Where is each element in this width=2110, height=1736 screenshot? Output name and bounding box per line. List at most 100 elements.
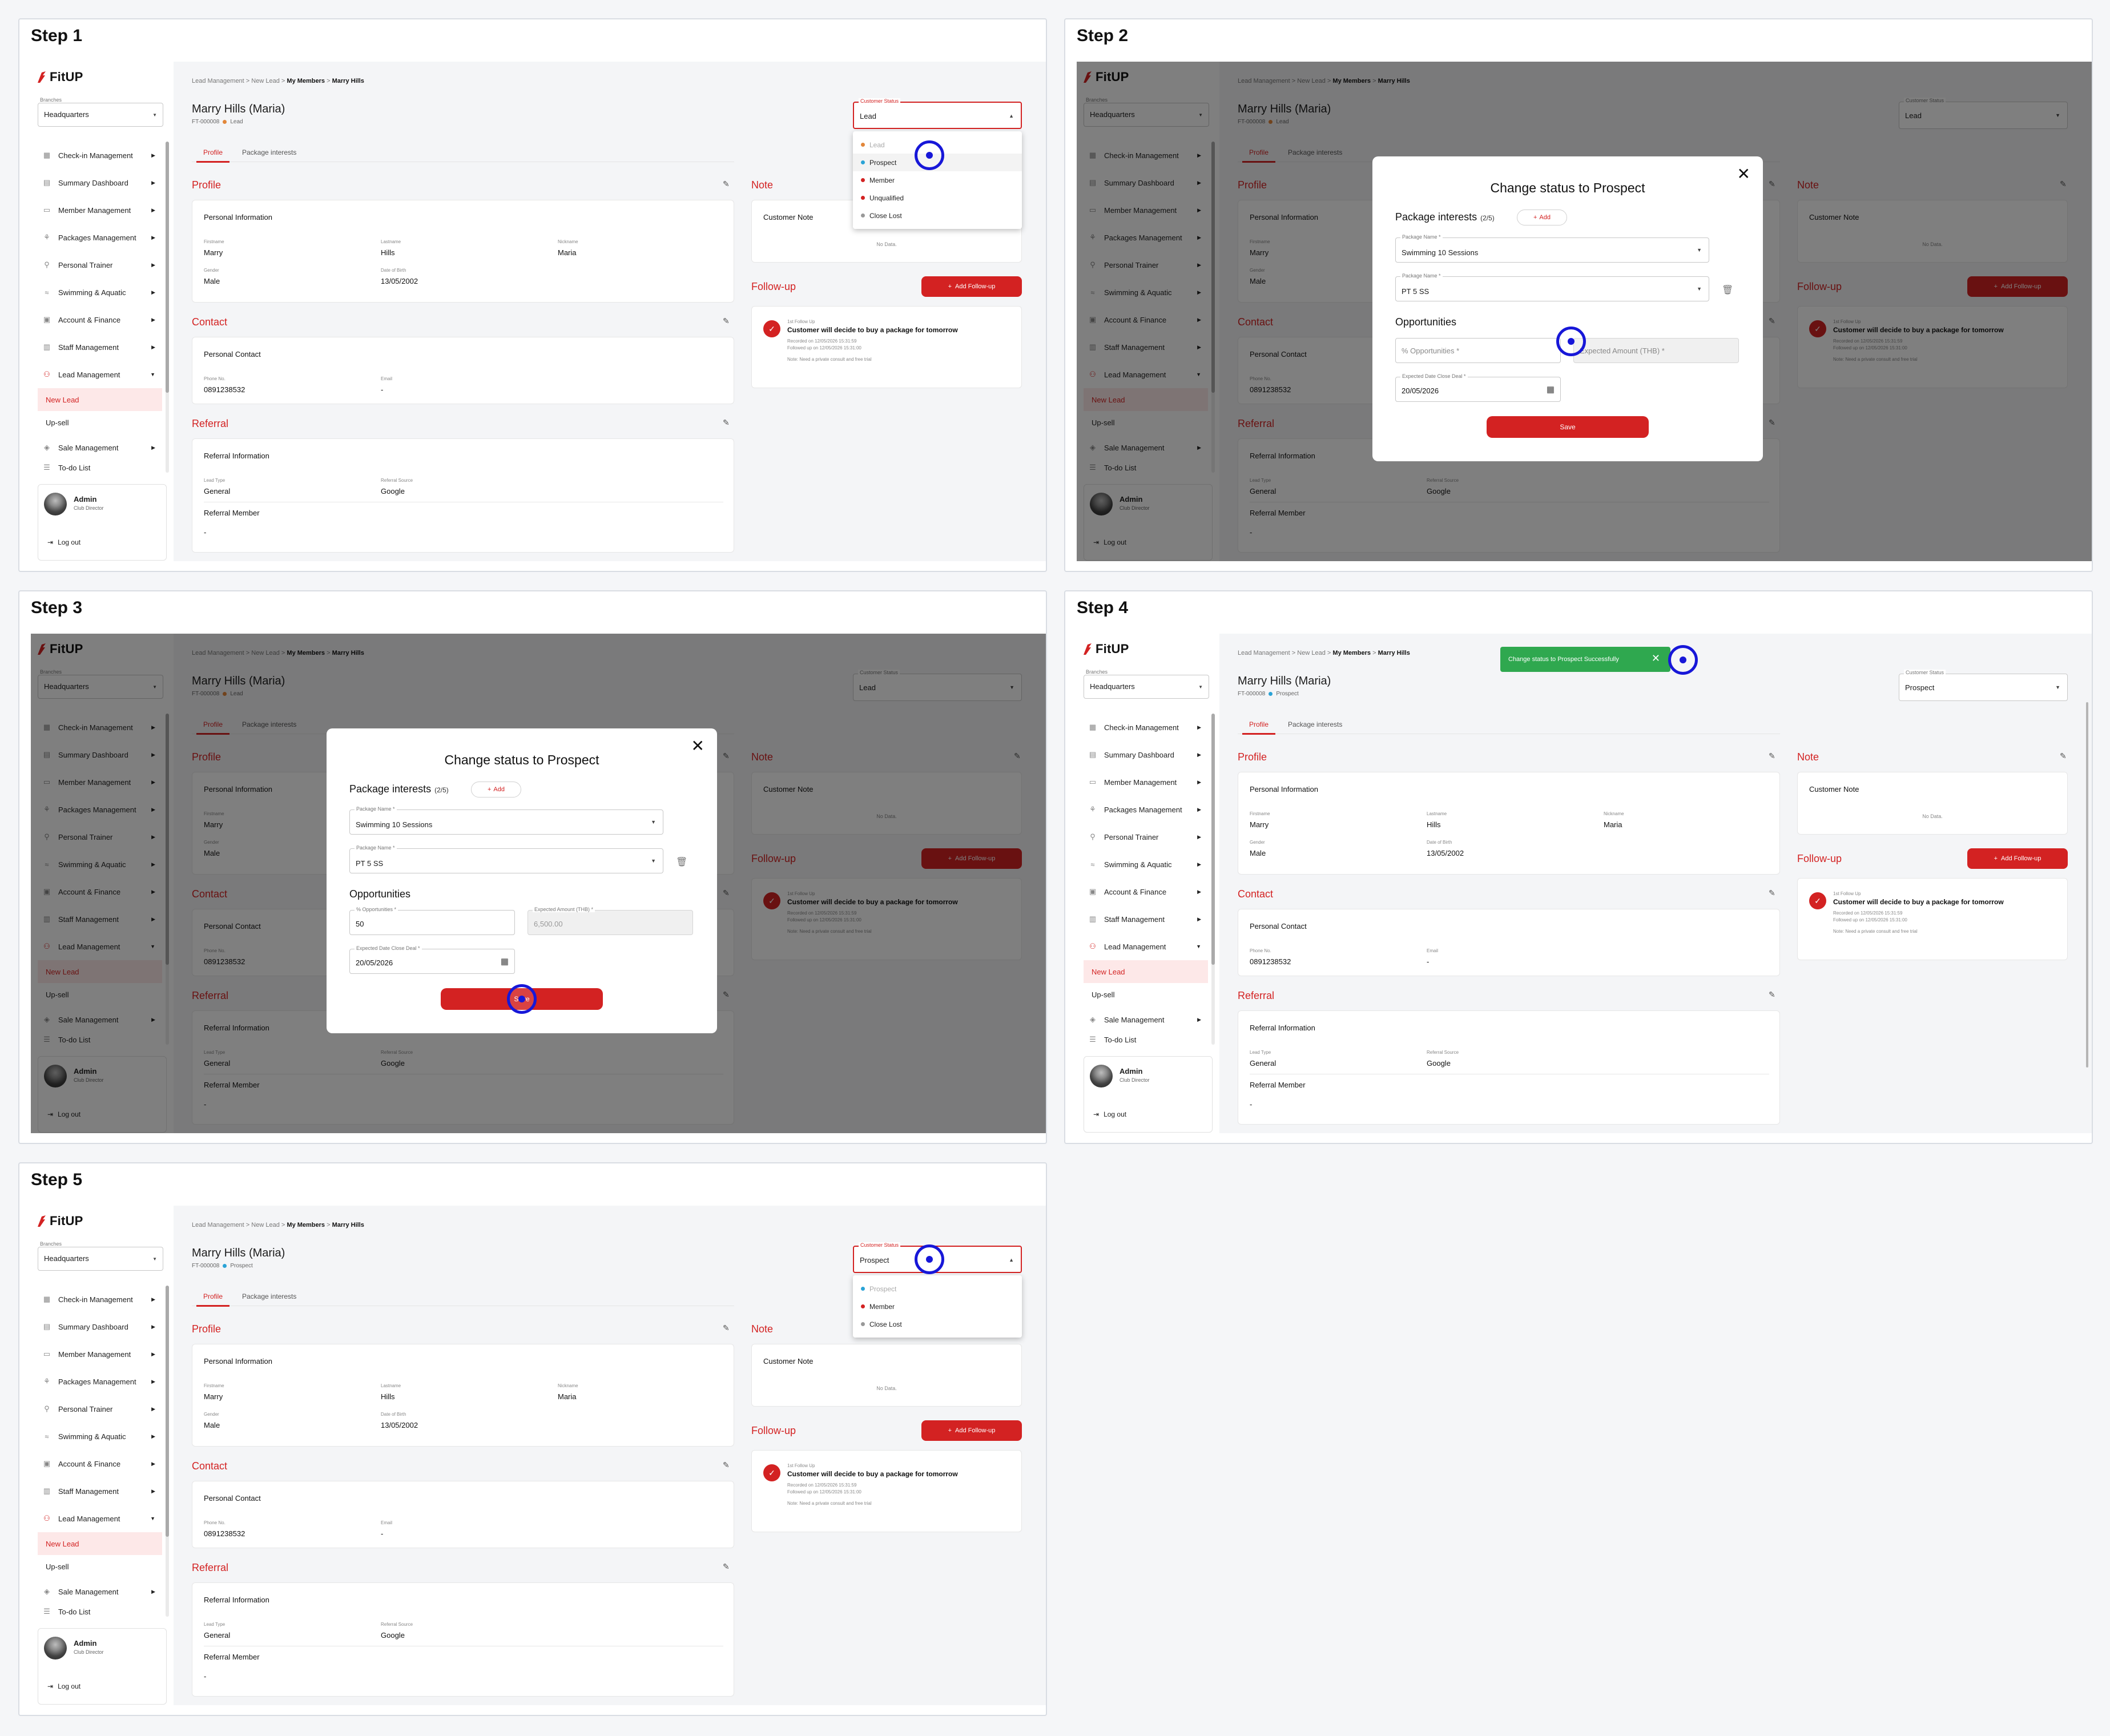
sidebar-item-trainer[interactable]: ⚲ Personal Trainer ▶ [1084,823,1208,851]
close-icon[interactable]: ✕ [1651,652,1660,664]
edit-pencil-icon[interactable]: ✎ [1769,990,1775,999]
branch-select[interactable]: Headquarters ▼ [1084,675,1209,699]
edit-pencil-icon[interactable]: ✎ [723,1460,730,1469]
status-option[interactable]: Unqualified [853,189,1022,207]
sidebar-item-lead[interactable]: ⚇ Lead Management ▼ [38,361,162,388]
sidebar-item-finance[interactable]: ▣ Account & Finance ▶ [1084,878,1208,905]
branch-select[interactable]: Headquarters ▼ [38,103,163,127]
edit-pencil-icon[interactable]: ✎ [723,316,730,325]
sidebar-item-new-lead[interactable]: New Lead [1084,960,1208,983]
close-icon[interactable]: ✕ [1737,165,1750,183]
package-select-2[interactable]: Package Name * PT 5 SS ▼ [349,845,663,873]
sidebar-item-members[interactable]: ▭ Member Management ▶ [38,196,162,224]
add-followup-button[interactable]: +Add Follow-up [921,1420,1022,1441]
sidebar-item-sale[interactable]: ◈ Sale Management ▶ [38,434,162,461]
sidebar-item-swimming[interactable]: ≈ Swimming & Aquatic ▶ [38,1423,162,1450]
edit-pencil-icon[interactable]: ✎ [2060,751,2067,760]
tab-package-interests[interactable]: Package interests [242,148,297,156]
save-button[interactable]: Save [1487,416,1649,438]
edit-pencil-icon[interactable]: ✎ [1769,888,1775,897]
sidebar-item-todo[interactable]: ☰ To-do List [38,1605,162,1618]
expected-amount-input[interactable]: Expected Amount (THB) * [1573,338,1739,363]
expected-close-date-input[interactable]: Expected Date Close Deal * 20/05/2026 ▦ [1395,373,1561,402]
sidebar-item-lead[interactable]: ⚇ Lead Management ▼ [1084,933,1208,960]
sidebar-item-packages[interactable]: ⚘ Packages Management ▶ [38,224,162,251]
scrollbar-thumb[interactable] [166,142,169,393]
close-icon[interactable]: ✕ [691,737,704,755]
sidebar-item-sale[interactable]: ◈ Sale Management ▶ [1084,1006,1208,1033]
sidebar-scrollbar[interactable] [166,142,169,473]
sidebar-item-todo[interactable]: ☰ To-do List [1084,1033,1208,1046]
breadcrumb-item[interactable]: New Lead [1297,650,1326,656]
edit-pencil-icon[interactable]: ✎ [723,418,730,427]
sidebar-item-checkin[interactable]: ▦ Check-in Management ▶ [38,142,162,169]
tab-package-interests[interactable]: Package interests [242,1292,297,1300]
sidebar-item-dashboard[interactable]: ▤ Summary Dashboard ▶ [38,1313,162,1340]
add-followup-button[interactable]: +Add Follow-up [1967,848,2068,869]
add-package-button[interactable]: + Add [471,782,521,797]
expected-amount-input[interactable]: Expected Amount (THB) * 6,500.00 [528,907,693,935]
sidebar-item-upsell[interactable]: Up-sell [1084,983,1208,1006]
sidebar-scrollbar[interactable] [166,1286,169,1617]
status-option[interactable]: Member [853,171,1022,189]
breadcrumb-item[interactable]: Lead Management [1238,650,1290,656]
sidebar-item-dashboard[interactable]: ▤ Summary Dashboard ▶ [38,169,162,196]
expected-close-date-input[interactable]: Expected Date Close Deal * 20/05/2026 ▦ [349,945,515,974]
customer-status-select[interactable]: Customer Status Lead ▲ [853,98,1022,129]
branch-select[interactable]: Headquarters ▼ [38,1247,163,1271]
sidebar-item-upsell[interactable]: Up-sell [38,1555,162,1578]
sidebar-item-trainer[interactable]: ⚲ Personal Trainer ▶ [38,1395,162,1423]
status-option[interactable]: Close Lost [853,1315,1022,1333]
sidebar-item-upsell[interactable]: Up-sell [38,411,162,434]
sidebar-item-new-lead[interactable]: New Lead [38,1532,162,1555]
status-option[interactable]: Prospect [853,1280,1022,1298]
tab-profile[interactable]: Profile [196,148,230,163]
sidebar-item-finance[interactable]: ▣ Account & Finance ▶ [38,306,162,333]
breadcrumb-item[interactable]: New Lead [251,78,280,84]
sidebar-item-staff[interactable]: ▥ Staff Management ▶ [38,333,162,361]
sidebar-item-checkin[interactable]: ▦ Check-in Management ▶ [1084,714,1208,741]
calendar-icon[interactable]: ▦ [1546,385,1555,394]
sidebar-scrollbar[interactable] [1211,714,1215,1045]
sidebar-item-trainer[interactable]: ⚲ Personal Trainer ▶ [38,251,162,279]
breadcrumb-item[interactable]: My Members [287,78,325,84]
breadcrumb-item[interactable]: My Members [287,1222,325,1229]
calendar-icon[interactable]: ▦ [500,957,509,966]
sidebar-item-lead[interactable]: ⚇ Lead Management ▼ [38,1505,162,1532]
sidebar-item-members[interactable]: ▭ Member Management ▶ [38,1340,162,1368]
sidebar-item-new-lead[interactable]: New Lead [38,388,162,411]
status-option[interactable]: Close Lost [853,207,1022,224]
add-package-button[interactable]: + Add [1517,210,1567,225]
sidebar-item-checkin[interactable]: ▦ Check-in Management ▶ [38,1286,162,1313]
scrollbar-thumb[interactable] [166,1286,169,1537]
status-option[interactable]: Member [853,1298,1022,1315]
trash-icon[interactable]: 🗑 [1722,285,1734,295]
edit-pencil-icon[interactable]: ✎ [723,1562,730,1571]
sidebar-item-staff[interactable]: ▥ Staff Management ▶ [38,1477,162,1505]
sidebar-item-staff[interactable]: ▥ Staff Management ▶ [1084,905,1208,933]
scrollbar-thumb[interactable] [2086,702,2088,1068]
edit-pencil-icon[interactable]: ✎ [1769,751,1775,760]
breadcrumb-item[interactable]: Lead Management [192,1222,244,1229]
edit-pencil-icon[interactable]: ✎ [723,1323,730,1332]
opportunities-percent-input[interactable]: % Opportunities * [1395,338,1561,363]
sidebar-item-members[interactable]: ▭ Member Management ▶ [1084,768,1208,796]
sidebar-item-swimming[interactable]: ≈ Swimming & Aquatic ▶ [1084,851,1208,878]
tab-profile[interactable]: Profile [1242,720,1276,735]
breadcrumb-item[interactable]: New Lead [251,1222,280,1229]
tab-profile[interactable]: Profile [196,1292,230,1307]
page-scrollbar[interactable] [2085,702,2089,1125]
sidebar-item-todo[interactable]: ☰ To-do List [38,461,162,474]
package-select-2[interactable]: Package Name * PT 5 SS ▼ [1395,273,1709,301]
add-followup-button[interactable]: +Add Follow-up [921,276,1022,297]
status-option[interactable]: Lead [853,136,1022,154]
trash-icon[interactable]: 🗑 [676,857,688,867]
tab-package-interests[interactable]: Package interests [1288,720,1343,728]
logout-button[interactable]: ⇥ Log out [1093,1110,1126,1118]
breadcrumb-item[interactable]: Lead Management [192,78,244,84]
sidebar-item-sale[interactable]: ◈ Sale Management ▶ [38,1578,162,1605]
sidebar-item-packages[interactable]: ⚘ Packages Management ▶ [38,1368,162,1395]
sidebar-item-finance[interactable]: ▣ Account & Finance ▶ [38,1450,162,1477]
sidebar-item-packages[interactable]: ⚘ Packages Management ▶ [1084,796,1208,823]
edit-pencil-icon[interactable]: ✎ [723,179,730,188]
